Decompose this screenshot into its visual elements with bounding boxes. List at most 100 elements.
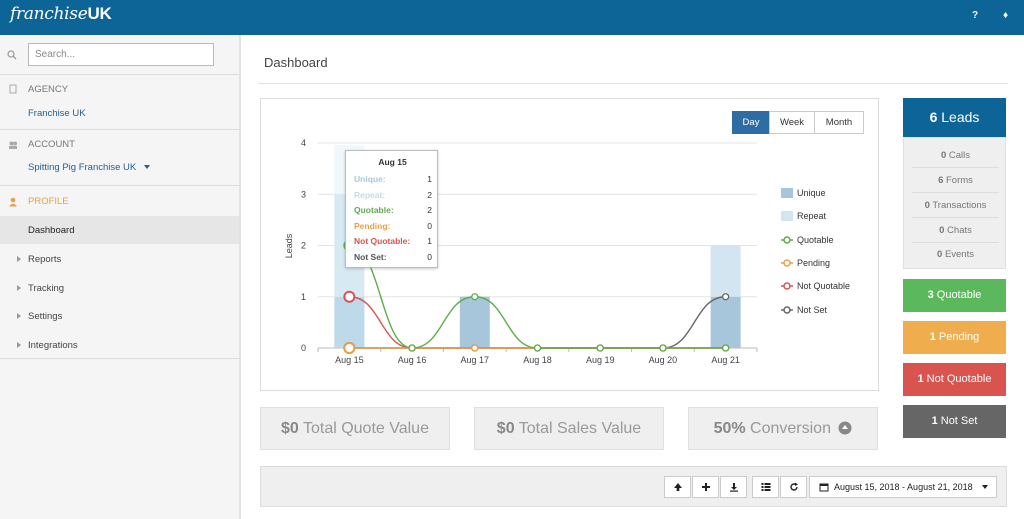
x-tick-label: Aug 18: [523, 355, 552, 365]
sidebar-item-label: Tracking: [28, 283, 65, 294]
sidebar-item-label: Reports: [28, 254, 62, 265]
sidebar-item-reports[interactable]: Reports: [0, 245, 239, 273]
stat-label: Transactions: [932, 200, 987, 211]
status-count: 1: [929, 331, 936, 343]
legend-swatch: [781, 282, 793, 290]
divider: [258, 83, 1008, 84]
tooltip-label: Pending:: [354, 220, 391, 231]
tooltip-row: Repeat: 2: [354, 190, 432, 200]
search-icon: [7, 50, 17, 60]
refresh-button[interactable]: [780, 476, 807, 498]
month-button[interactable]: Month: [814, 111, 864, 134]
status-label: Not Set: [940, 415, 978, 427]
profile-icon: [9, 197, 17, 207]
total-sales-value: $0 Total Sales Value: [474, 407, 664, 450]
stat-events[interactable]: 0 Events: [912, 242, 999, 267]
stat-label: Chats: [947, 225, 972, 236]
sidebar-item-tracking[interactable]: Tracking: [0, 274, 239, 302]
info-icon[interactable]: [838, 421, 852, 435]
stat-count: 0: [924, 200, 930, 211]
x-tick-label: Aug 20: [649, 355, 678, 365]
x-tick-label: Aug 16: [398, 355, 427, 365]
chevron-down-icon: [981, 485, 988, 489]
bar-repeat: [710, 245, 741, 297]
y-tick-label: 3: [301, 189, 306, 199]
legend-swatch: [781, 259, 793, 267]
tooltip-label: Unique:: [354, 174, 386, 184]
agency-link[interactable]: Franchise UK: [28, 108, 86, 119]
bar-unique: [334, 296, 365, 348]
legend-label: Not Quotable: [797, 281, 851, 292]
legend-label: Quotable: [797, 234, 834, 245]
list-view-button[interactable]: [752, 476, 779, 498]
sidebar-item-dashboard[interactable]: Dashboard: [0, 216, 239, 244]
chevron-right-icon: [17, 285, 21, 291]
x-tick-label: Aug 19: [586, 355, 615, 365]
scroll-top-button[interactable]: [664, 476, 691, 498]
plus-icon: [701, 483, 710, 491]
tooltip-value: 1: [427, 236, 432, 246]
question-icon[interactable]: ?: [972, 10, 979, 21]
tooltip-row: Quotable: 2: [354, 205, 432, 215]
add-button[interactable]: [692, 476, 719, 498]
download-icon: [729, 483, 738, 492]
chevron-down-icon: [144, 165, 151, 170]
stat-forms[interactable]: 6 Forms: [912, 168, 999, 193]
users-icon: [9, 141, 17, 149]
stat-transactions[interactable]: 0 Transactions: [912, 193, 999, 218]
building-icon: [9, 84, 17, 94]
stat-label: Calls: [948, 150, 971, 161]
range-toggle: Day Week Month: [732, 111, 864, 134]
tooltip-row: Unique: 1: [354, 174, 432, 184]
lead-sources: 0 Calls 6 Forms 0 Transactions 0 Chats 0…: [903, 137, 1006, 269]
legend-label: Unique: [797, 188, 826, 198]
stat-count: 0: [940, 150, 947, 161]
leads-total[interactable]: 6 Leads: [903, 98, 1006, 137]
y-tick-label: 1: [301, 292, 306, 302]
status-quotable[interactable]: 3 Quotable: [903, 279, 1006, 312]
status-label: Not Quotable: [926, 373, 992, 385]
x-tick-label: Aug 21: [711, 355, 740, 365]
agency-section: AGENCY Franchise UK: [0, 75, 239, 130]
stat-calls[interactable]: 0 Calls: [912, 143, 999, 168]
leads-label: Leads: [941, 109, 980, 125]
agency-title: AGENCY: [28, 84, 69, 95]
value-amount: $0: [496, 420, 515, 437]
logo[interactable]: franchiseUK: [10, 4, 112, 24]
download-button[interactable]: [720, 476, 747, 498]
total-quote-value: $0 Total Quote Value: [260, 407, 450, 450]
stat-chats[interactable]: 0 Chats: [912, 218, 999, 243]
status-count: 3: [927, 289, 934, 301]
search-input[interactable]: [28, 43, 214, 66]
legend-swatch: [781, 188, 793, 198]
line-not-quotable: [349, 296, 726, 349]
point-quotable: [533, 344, 542, 352]
point-quotable: [596, 344, 604, 352]
account-name: Spitting Pig Franchise UK: [28, 162, 137, 173]
page-title: Dashboard: [264, 55, 328, 70]
refresh-icon: [789, 482, 798, 491]
status-not-set[interactable]: 1 Not Set: [903, 405, 1006, 438]
user-icon[interactable]: ♦: [1003, 10, 1009, 21]
sidebar-item-label: Dashboard: [28, 225, 75, 236]
stat-label: Forms: [946, 175, 973, 186]
x-tick-label: Aug 17: [461, 355, 490, 365]
profile-section: PROFILE Dashboard Reports Tracking Setti…: [0, 186, 239, 359]
legend-swatch: [781, 211, 793, 222]
value-label: Conversion: [750, 420, 831, 437]
list-icon: [761, 483, 770, 491]
tooltip-value: 1: [427, 174, 432, 184]
status-pending[interactable]: 1 Pending: [903, 321, 1006, 354]
legend-label: Not Set: [797, 304, 828, 315]
status-label: Pending: [938, 331, 980, 343]
date-range-picker[interactable]: August 15, 2018 - August 21, 2018: [809, 476, 997, 498]
sidebar-item-integrations[interactable]: Integrations: [0, 331, 239, 359]
sidebar: AGENCY Franchise UK ACCOUNT Spitting Pig…: [0, 35, 241, 519]
profile-title: PROFILE: [28, 196, 69, 207]
legend-label: Pending: [797, 257, 831, 268]
stat-count: 6: [938, 175, 944, 186]
account-selector[interactable]: Spitting Pig Franchise UK: [28, 162, 151, 173]
status-not-quotable[interactable]: 1 Not Quotable: [903, 363, 1006, 396]
sidebar-item-settings[interactable]: Settings: [0, 302, 239, 330]
value-label: Total Sales Value: [518, 420, 642, 437]
